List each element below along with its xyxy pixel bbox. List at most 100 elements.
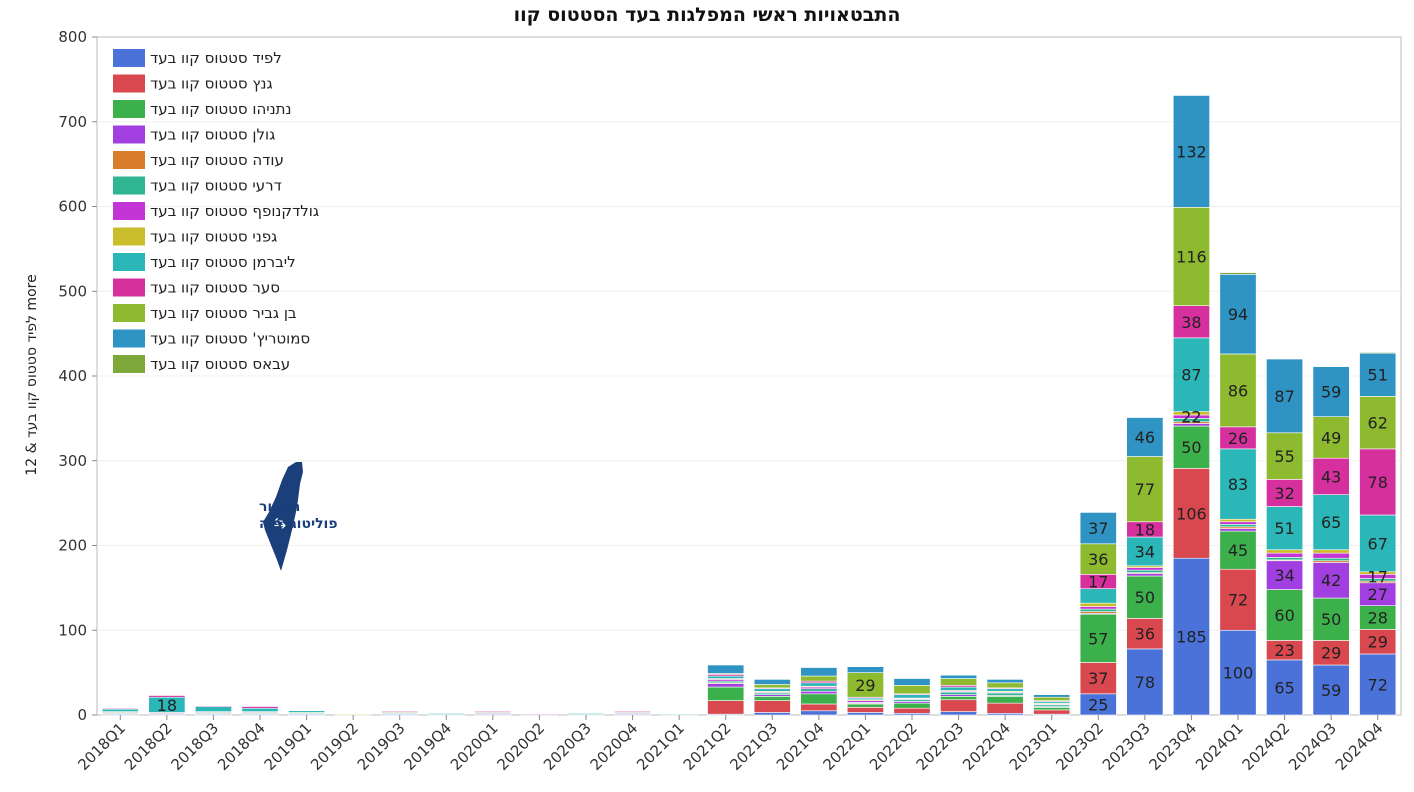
bar-segment: [1312, 664, 1350, 716]
data-label: 55: [1274, 447, 1294, 466]
bar-segment: [893, 707, 931, 714]
bar-segment: [1266, 659, 1304, 716]
data-label: 17: [1088, 573, 1108, 592]
bar-segment: [381, 710, 419, 712]
bar-segment: [753, 712, 791, 716]
bar-segment: [1219, 448, 1257, 520]
y-axis: 0 100 200 300 400 500 600 700 800: [58, 28, 97, 724]
bar-segment: [1266, 506, 1304, 551]
bar-segment: [986, 688, 1024, 692]
legend-swatch: [113, 355, 145, 373]
data-label: 94: [1228, 305, 1248, 324]
bar-segment: [1359, 396, 1397, 450]
bar-segment: [846, 712, 884, 716]
bar-segment: [1359, 514, 1397, 573]
bar-segment: [1126, 618, 1164, 650]
bar-segment: [1172, 305, 1210, 339]
bar-segment: [846, 703, 884, 708]
bar-segment: [986, 692, 1024, 696]
bar-segment: [1172, 337, 1210, 412]
bar-segment: [940, 691, 978, 695]
y-tick-label: 0: [77, 706, 87, 724]
data-label: 100: [1223, 664, 1254, 683]
data-label: 106: [1176, 504, 1207, 523]
data-label: 18: [157, 696, 177, 715]
bar-segment: [1312, 640, 1350, 666]
data-label: 132: [1176, 142, 1207, 161]
data-label: 45: [1228, 541, 1248, 560]
x-tick-label: 2022Q3: [913, 719, 968, 774]
bar-segment: [940, 674, 978, 679]
data-label: 185: [1176, 628, 1207, 647]
bar-segment: [1126, 567, 1164, 571]
bar-segment: [1266, 557, 1304, 561]
bar-segment: [707, 664, 745, 674]
data-label: 43: [1321, 467, 1341, 486]
x-tick-label: 2022Q4: [959, 719, 1014, 774]
data-label: 116: [1176, 248, 1207, 267]
legend-label: גפני סטטוס קוו בעד: [150, 228, 277, 246]
bar-segment: [1219, 524, 1257, 528]
bar-segment: [101, 708, 139, 712]
x-tick-label: 2019Q1: [261, 719, 316, 774]
data-label: 57: [1088, 629, 1108, 648]
legend-label: ליברמן סטטוס קוו בעד: [150, 253, 296, 271]
legend-swatch: [113, 278, 145, 297]
legend-label: סער סטטוס קוו בעד: [150, 279, 280, 297]
bar-segment: [1312, 457, 1350, 495]
legend-swatch: [113, 253, 145, 271]
legend-label: בן גביר סטטוס קוו בעד: [150, 304, 297, 322]
bar-segment: [1126, 573, 1164, 577]
bar-segment: [893, 678, 931, 686]
x-tick-label: 2019Q2: [307, 719, 362, 774]
legend-swatch: [113, 100, 145, 118]
data-label: 34: [1135, 542, 1155, 561]
x-tick-label: 2024Q3: [1285, 719, 1340, 774]
x-tick-label: 2023Q3: [1099, 719, 1154, 774]
bar-segment: [1172, 468, 1210, 559]
x-tick-label: 2021Q1: [633, 719, 688, 774]
legend-label: גולן סטטוס קוו בעד: [150, 126, 275, 144]
data-label: 32: [1274, 484, 1294, 503]
legend-label: גנץ סטטוס קוו בעד: [150, 75, 273, 93]
data-label: 23: [1274, 641, 1294, 660]
x-tick-label: 2024Q2: [1239, 719, 1294, 774]
data-label: 29: [855, 676, 875, 695]
bar-segment: [194, 705, 232, 707]
bar-segment: [1079, 543, 1117, 575]
bar-segment: [520, 713, 558, 716]
bar-segment: [567, 713, 605, 715]
data-label: 67: [1368, 534, 1388, 553]
bar-segment: [1266, 432, 1304, 480]
bar-segment: [194, 706, 232, 712]
bar-segment: [1219, 568, 1257, 631]
data-label: 78: [1135, 673, 1155, 692]
bar-segment: [1312, 552, 1350, 559]
bars: [101, 95, 1397, 716]
y-tick-label: 700: [58, 113, 87, 131]
legend-swatch: [113, 227, 145, 246]
bar-segment: [753, 696, 791, 701]
legend-swatch: [113, 329, 145, 348]
bar-segment: [846, 707, 884, 713]
data-label: 27: [1368, 585, 1388, 604]
data-label: 37: [1088, 519, 1108, 538]
data-label: 86: [1228, 381, 1248, 400]
bar-segment: [800, 667, 838, 677]
bar-segment: [1219, 530, 1257, 570]
data-label: 77: [1135, 480, 1155, 499]
bar-segment: [940, 711, 978, 716]
legend-label: גולדקנופף סטטוס קוו בעד: [150, 202, 319, 220]
bar-segment: [707, 683, 745, 688]
bar-segment: [148, 695, 186, 698]
data-label: 46: [1135, 428, 1155, 447]
data-label: 49: [1321, 428, 1341, 447]
data-label: 36: [1088, 550, 1108, 569]
bar-segment: [1033, 694, 1071, 698]
bar-segment: [1079, 662, 1117, 695]
bar-segment: [800, 682, 838, 687]
x-axis: 2018Q12018Q22018Q32018Q42019Q12019Q22019…: [74, 715, 1387, 774]
bar-segment: [986, 682, 1024, 689]
data-label: 50: [1135, 588, 1155, 607]
